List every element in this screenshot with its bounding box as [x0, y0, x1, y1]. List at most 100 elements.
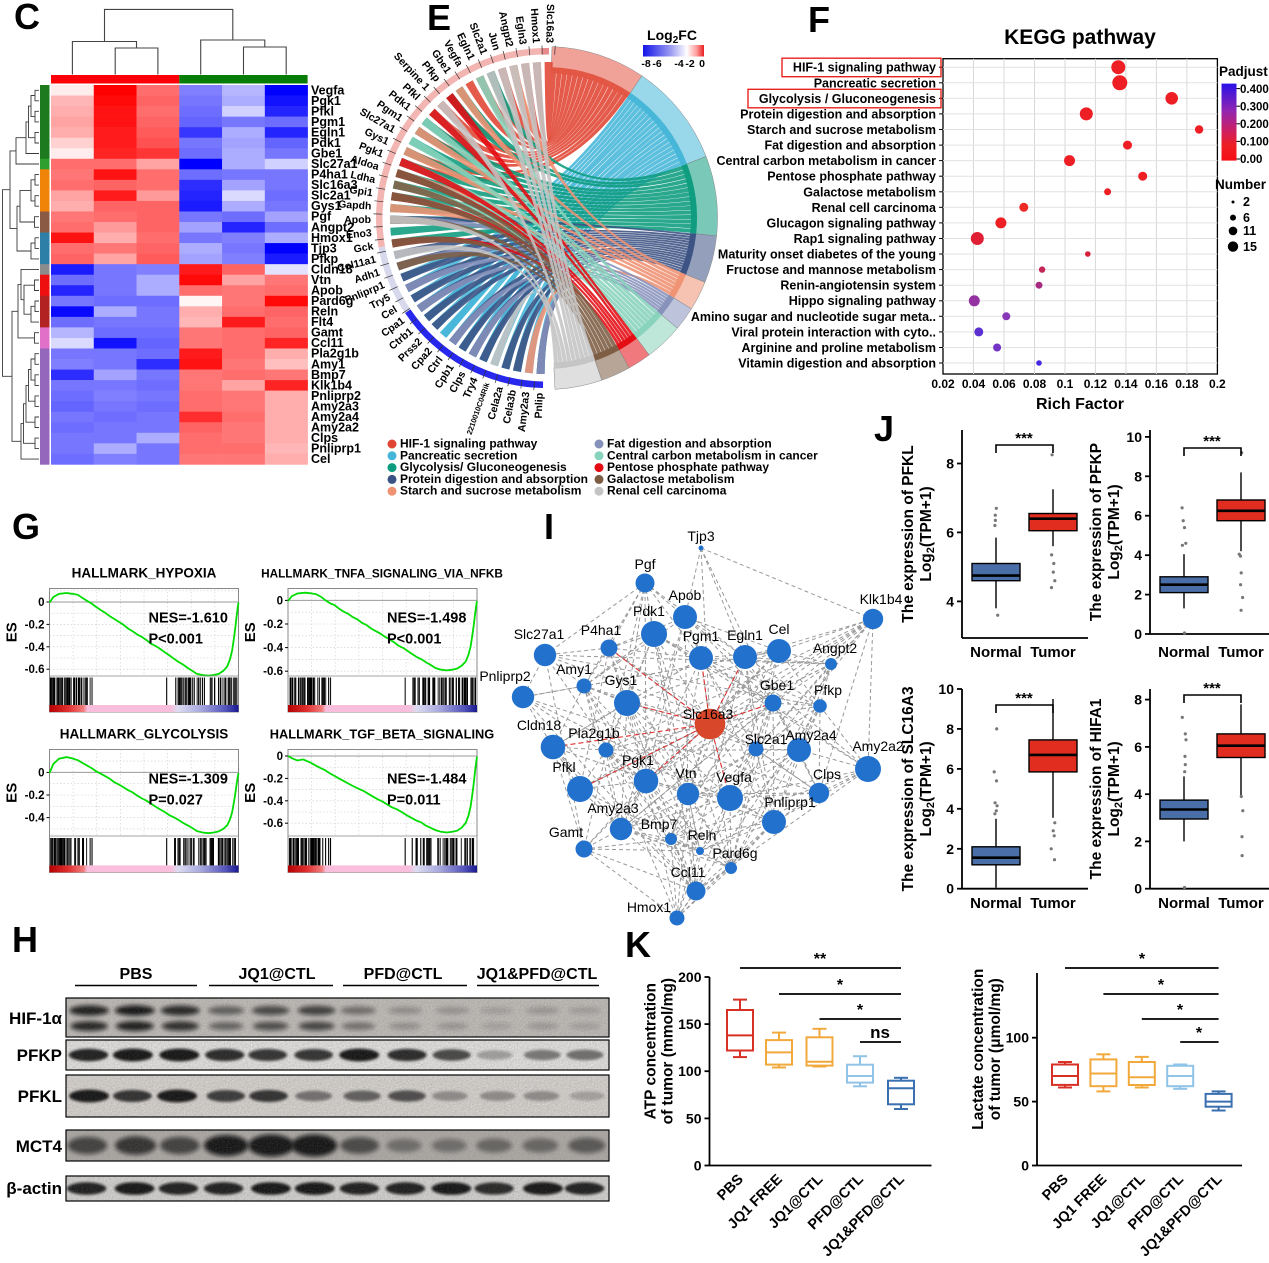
- svg-text:2: 2: [1134, 833, 1142, 849]
- svg-text:Pgk1: Pgk1: [311, 94, 341, 108]
- svg-text:Pgm1: Pgm1: [683, 628, 720, 644]
- svg-text:-0.4: -0.4: [263, 643, 283, 655]
- svg-text:Tjp3: Tjp3: [687, 528, 714, 544]
- svg-text:11: 11: [1243, 224, 1256, 238]
- svg-text:Gpi1: Gpi1: [349, 184, 374, 199]
- svg-text:Protein digestion and absorpti: Protein digestion and absorption: [400, 472, 588, 486]
- svg-text:-0.4: -0.4: [25, 813, 45, 825]
- svg-text:Reln: Reln: [688, 827, 717, 843]
- svg-text:0: 0: [699, 58, 705, 70]
- svg-text:Normal: Normal: [1158, 895, 1210, 912]
- svg-text:Vegfa: Vegfa: [311, 83, 345, 97]
- svg-text:***: ***: [1203, 433, 1221, 450]
- svg-text:Pnlip: Pnlip: [533, 393, 546, 419]
- svg-text:***: ***: [1015, 430, 1033, 447]
- svg-text:0.300: 0.300: [1240, 101, 1269, 113]
- svg-text:-0.6: -0.6: [263, 666, 283, 678]
- svg-text:0.2: 0.2: [1209, 377, 1226, 391]
- svg-text:Gys1: Gys1: [605, 672, 638, 688]
- svg-text:0: 0: [38, 597, 44, 609]
- svg-text:4: 4: [1134, 547, 1142, 563]
- svg-text:HIF-1 signaling pathway: HIF-1 signaling pathway: [400, 437, 538, 451]
- svg-text:Lactate concentration: Lactate concentration: [970, 969, 987, 1130]
- svg-text:50: 50: [1013, 1094, 1029, 1110]
- svg-text:HIF-1α: HIF-1α: [9, 1009, 63, 1028]
- svg-text:8: 8: [946, 456, 954, 472]
- svg-text:NES=-1.610: NES=-1.610: [149, 611, 228, 627]
- svg-text:-0.6: -0.6: [25, 664, 45, 676]
- svg-text:P<0.001: P<0.001: [387, 632, 441, 648]
- svg-text:Egln1: Egln1: [727, 627, 763, 643]
- svg-text:Hippo signaling pathway: Hippo signaling pathway: [789, 294, 936, 308]
- svg-text:of tumor (μmol/mg): of tumor (μmol/mg): [987, 978, 1004, 1120]
- svg-text:Pancreatic secretion: Pancreatic secretion: [400, 448, 517, 462]
- svg-text:ATP concentration: ATP concentration: [643, 983, 660, 1119]
- svg-text:Gck: Gck: [353, 240, 375, 255]
- svg-text:***: ***: [1203, 680, 1221, 697]
- svg-text:Gbe1: Gbe1: [311, 147, 342, 161]
- svg-text:Cldn18: Cldn18: [517, 717, 562, 733]
- svg-text:Apob: Apob: [344, 214, 371, 226]
- svg-text:-0.4: -0.4: [263, 796, 283, 808]
- svg-text:Padjust: Padjust: [1219, 64, 1268, 79]
- svg-text:Pard6g: Pard6g: [311, 294, 353, 308]
- svg-text:Starch and sucrose metabolism: Starch and sucrose metabolism: [400, 484, 581, 498]
- svg-text:Angpt2: Angpt2: [813, 640, 858, 656]
- svg-text:Glycolysis/ Gluconeogenesis: Glycolysis/ Gluconeogenesis: [400, 460, 567, 474]
- svg-text:Pentose phosphate pathway: Pentose phosphate pathway: [607, 460, 769, 474]
- svg-text:-2: -2: [685, 58, 694, 70]
- svg-text:0.08: 0.08: [1023, 377, 1047, 391]
- svg-text:0.16: 0.16: [1145, 377, 1169, 391]
- svg-text:4: 4: [1134, 786, 1142, 802]
- svg-text:HALLMARK_GLYCOLYSIS: HALLMARK_GLYCOLYSIS: [60, 727, 229, 742]
- svg-text:Amy2a3: Amy2a3: [587, 800, 639, 816]
- svg-text:Clps: Clps: [311, 431, 338, 445]
- svg-text:-0.2: -0.2: [263, 773, 283, 785]
- svg-text:Reln: Reln: [311, 305, 338, 319]
- svg-text:Hmox1: Hmox1: [528, 8, 542, 44]
- svg-text:P=0.011: P=0.011: [387, 793, 441, 809]
- svg-text:Arginine and proline metabolis: Arginine and proline metabolism: [742, 341, 936, 355]
- svg-text:Flt4: Flt4: [311, 315, 333, 329]
- svg-text:Egln3: Egln3: [513, 15, 529, 45]
- svg-text:Gamt: Gamt: [549, 824, 583, 840]
- svg-text:P4ha1: P4ha1: [581, 622, 622, 638]
- svg-text:0: 0: [1021, 1158, 1029, 1174]
- svg-text:Vegfa: Vegfa: [716, 769, 752, 785]
- svg-text:4: 4: [946, 593, 954, 609]
- svg-text:0.12: 0.12: [1084, 377, 1108, 391]
- svg-text:0.00: 0.00: [1240, 154, 1262, 166]
- svg-text:**: **: [814, 951, 827, 968]
- svg-text:Hmox1: Hmox1: [627, 899, 672, 915]
- svg-text:Amy2a4: Amy2a4: [785, 727, 837, 743]
- svg-text:0: 0: [38, 767, 44, 779]
- svg-text:0.02: 0.02: [931, 377, 955, 391]
- svg-text:0: 0: [694, 1158, 702, 1174]
- svg-text:The expression of HIFA1: The expression of HIFA1: [1088, 698, 1105, 879]
- svg-text:Slc16a3: Slc16a3: [543, 4, 556, 43]
- svg-text:Pfkp: Pfkp: [311, 252, 338, 266]
- svg-text:Galactose metabolism: Galactose metabolism: [803, 185, 936, 199]
- svg-text:Ccl11: Ccl11: [311, 336, 344, 350]
- svg-text:2: 2: [1134, 587, 1142, 603]
- svg-text:Pnliprp2: Pnliprp2: [311, 389, 361, 403]
- svg-text:Pancreatic secretion: Pancreatic secretion: [814, 76, 936, 90]
- svg-text:Maturity onset diabetes of the: Maturity onset diabetes of the young: [718, 248, 936, 262]
- svg-text:Tumor: Tumor: [1030, 895, 1076, 912]
- svg-text:0.04: 0.04: [962, 377, 986, 391]
- svg-text:Normal: Normal: [970, 644, 1022, 661]
- svg-text:Klk1b4: Klk1b4: [860, 591, 903, 607]
- svg-text:0: 0: [946, 881, 954, 897]
- svg-text:Apob: Apob: [669, 587, 702, 603]
- svg-text:Gbe1: Gbe1: [760, 677, 794, 693]
- svg-text:0.06: 0.06: [992, 377, 1016, 391]
- svg-text:Amy2a2: Amy2a2: [311, 421, 359, 435]
- svg-text:2: 2: [946, 841, 954, 857]
- svg-text:Pgm1: Pgm1: [311, 115, 345, 129]
- svg-text:0: 0: [277, 595, 283, 607]
- svg-text:Amino sugar and nucleotide sug: Amino sugar and nucleotide sugar meta..: [691, 310, 936, 324]
- svg-text:PBS: PBS: [1039, 1171, 1072, 1204]
- svg-text:Amy2a3: Amy2a3: [516, 391, 532, 433]
- svg-text:Gapdh: Gapdh: [338, 198, 372, 212]
- svg-text:0: 0: [1134, 626, 1142, 642]
